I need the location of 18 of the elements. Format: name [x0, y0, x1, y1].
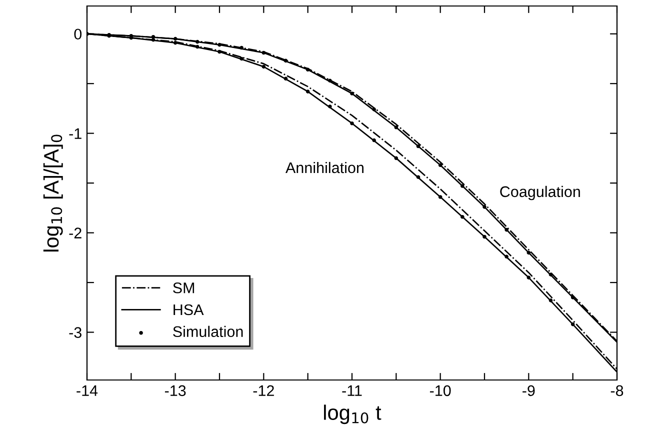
annotation: Annihilation — [286, 162, 364, 174]
x-axis-title: log$_{10}$ t — [324, 404, 382, 424]
x-tick-label: -10 — [430, 385, 451, 396]
x-tick-label: -11 — [342, 385, 362, 396]
y-tick-label: -2 — [69, 228, 82, 238]
legend-label: SM — [173, 282, 194, 294]
x-tick-label: -14 — [76, 385, 98, 396]
x-tick-label: -13 — [164, 385, 186, 396]
y-axis-title: log$_{10}$ [A]/[A]$_{0}$ — [43, 134, 63, 252]
legend-label: HSA — [174, 304, 204, 316]
annotation: Coagulation — [500, 186, 580, 200]
legend-label: Simulation — [173, 326, 243, 338]
x-tick-label: -12 — [253, 385, 274, 396]
y-tick-label: 0 — [74, 28, 82, 40]
y-tick-label: -3 — [69, 327, 82, 338]
x-tick-label: -9 — [522, 385, 535, 396]
y-tick-label: -1 — [69, 128, 82, 139]
x-tick-label: -8 — [610, 385, 624, 396]
